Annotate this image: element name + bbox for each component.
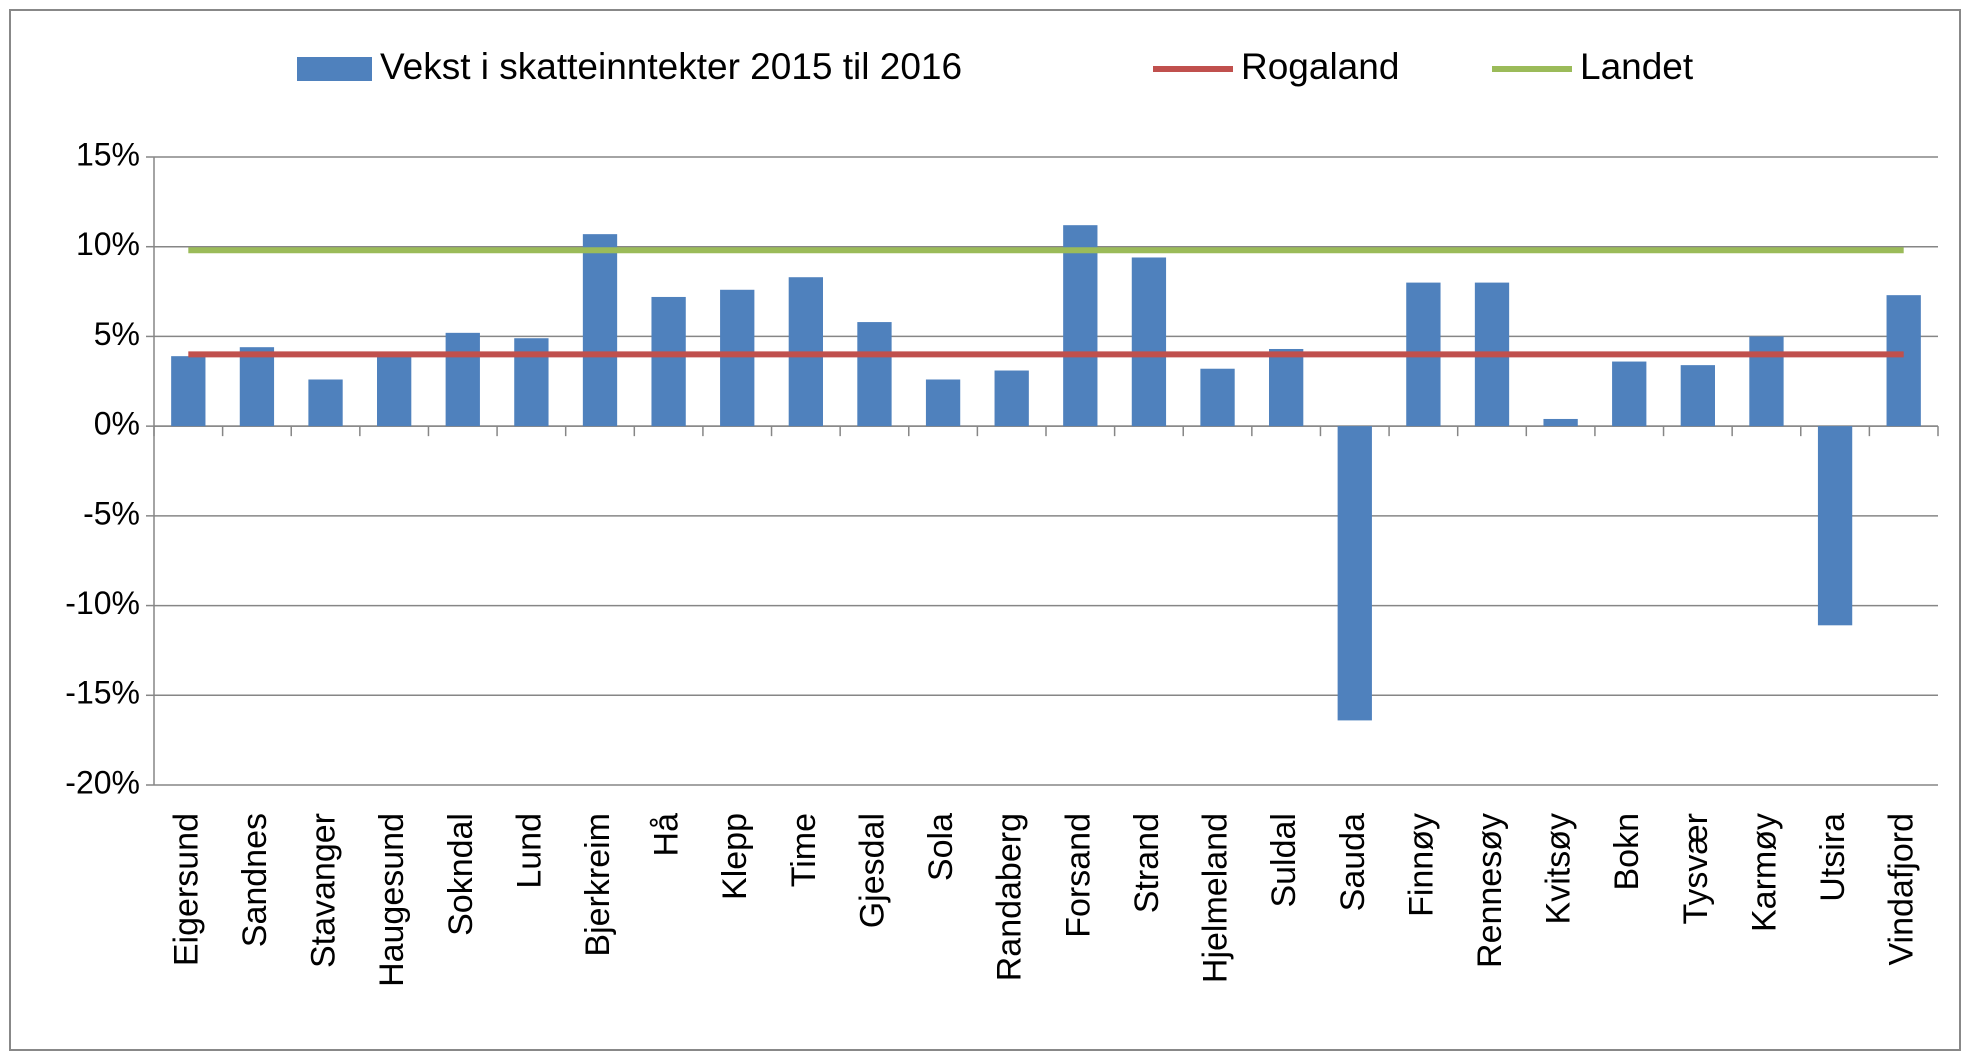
x-tick-label: Randaberg — [991, 813, 1029, 981]
bar — [1337, 426, 1372, 721]
x-tick-label: Bjerkreim — [579, 813, 617, 957]
bar — [1269, 348, 1304, 427]
y-tick-label: 5% — [94, 316, 140, 352]
x-tick-label: Gjesdal — [853, 813, 891, 928]
bar — [857, 322, 892, 427]
x-tick-label: Bokn — [1608, 813, 1646, 891]
bar — [1749, 336, 1784, 427]
y-tick-label: -5% — [83, 495, 140, 531]
bar — [1886, 295, 1921, 427]
x-tick-label: Rennesøy — [1471, 813, 1509, 968]
bar — [239, 347, 275, 427]
x-tick-label: Forsand — [1059, 813, 1097, 938]
x-tick-label: Karmøy — [1745, 813, 1783, 932]
bar — [308, 379, 343, 427]
y-tick-label: -10% — [65, 585, 140, 621]
legend-swatch — [297, 57, 372, 81]
x-tick-label: Time — [785, 813, 823, 887]
bar — [720, 289, 755, 427]
legend-label: Vekst i skatteinntekter 2015 til 2016 — [380, 46, 962, 87]
x-tick-label: Utsira — [1814, 813, 1852, 902]
x-tick-label: Sola — [922, 813, 960, 881]
x-tick-label: Sauda — [1334, 813, 1372, 911]
x-tick-label: Haugesund — [373, 813, 411, 987]
bar — [1543, 418, 1578, 427]
bar — [445, 332, 480, 427]
y-tick-label: 15% — [76, 136, 140, 172]
y-tick-label: -15% — [65, 675, 140, 711]
x-tick-label: Sokndal — [442, 813, 480, 936]
y-tick-label: -20% — [65, 764, 140, 800]
bar — [377, 354, 412, 427]
x-tick-label: Vindafjord — [1883, 813, 1921, 966]
bar — [171, 356, 206, 427]
bar — [1817, 426, 1853, 626]
bar — [1131, 257, 1167, 427]
bar — [582, 234, 618, 427]
x-tick-label: Klepp — [716, 813, 754, 900]
x-tick-label: Hjelmeland — [1197, 813, 1235, 983]
x-tick-label: Hå — [648, 813, 686, 857]
x-tick-label: Finnøy — [1402, 813, 1440, 917]
x-tick-label: Eigersund — [167, 813, 205, 966]
bar — [1612, 361, 1647, 427]
y-tick-label: 10% — [76, 226, 140, 262]
x-tick-label: Tysvær — [1677, 813, 1715, 924]
legend-label: Rogaland — [1241, 46, 1399, 87]
bar — [1680, 365, 1715, 427]
bar — [994, 370, 1029, 427]
bar — [651, 296, 686, 427]
bar — [1063, 225, 1098, 427]
bar — [925, 379, 961, 427]
legend-label: Landet — [1580, 46, 1694, 87]
y-tick-label: 0% — [94, 406, 140, 442]
bar — [1200, 368, 1235, 427]
x-tick-label: Lund — [510, 813, 548, 889]
chart-frame — [9, 9, 1961, 1051]
x-tick-label: Stavanger — [305, 813, 343, 968]
x-tick-label: Kvitsøy — [1540, 813, 1578, 924]
x-tick-label: Sandnes — [236, 813, 274, 947]
x-tick-label: Strand — [1128, 813, 1166, 913]
x-tick-label: Suldal — [1265, 813, 1303, 908]
